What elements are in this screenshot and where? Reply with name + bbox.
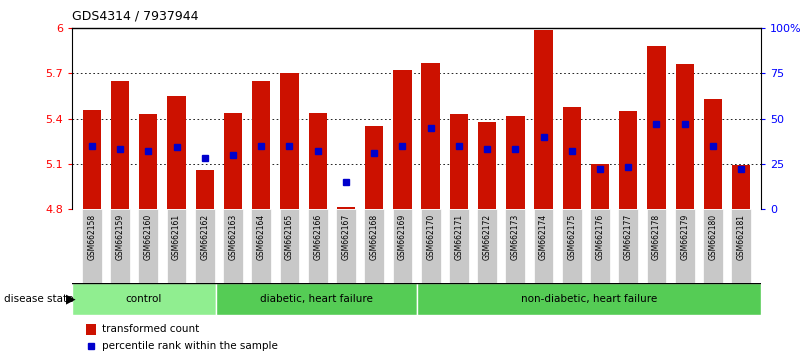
Text: percentile rank within the sample: percentile rank within the sample <box>102 341 278 351</box>
Text: GDS4314 / 7937944: GDS4314 / 7937944 <box>72 9 199 22</box>
Bar <box>139 114 158 209</box>
Text: GSM662181: GSM662181 <box>737 214 746 260</box>
FancyBboxPatch shape <box>562 209 582 283</box>
Bar <box>83 110 101 209</box>
FancyBboxPatch shape <box>533 209 553 283</box>
Text: control: control <box>126 294 162 304</box>
Text: GSM662180: GSM662180 <box>708 214 718 260</box>
Bar <box>223 113 242 209</box>
FancyBboxPatch shape <box>421 209 441 283</box>
Text: GSM662160: GSM662160 <box>144 214 153 260</box>
Text: GSM662158: GSM662158 <box>87 214 96 260</box>
FancyBboxPatch shape <box>195 209 215 283</box>
FancyBboxPatch shape <box>308 209 328 283</box>
FancyBboxPatch shape <box>252 209 271 283</box>
Text: GSM662169: GSM662169 <box>398 214 407 260</box>
Bar <box>478 122 497 209</box>
Bar <box>704 99 723 209</box>
Bar <box>308 113 327 209</box>
Bar <box>732 165 751 209</box>
FancyBboxPatch shape <box>674 209 694 283</box>
Text: GSM662177: GSM662177 <box>624 214 633 260</box>
Text: GSM662166: GSM662166 <box>313 214 322 260</box>
FancyBboxPatch shape <box>703 209 723 283</box>
FancyBboxPatch shape <box>336 209 356 283</box>
FancyBboxPatch shape <box>364 209 384 283</box>
Bar <box>534 30 553 209</box>
FancyBboxPatch shape <box>505 209 525 283</box>
Text: GSM662164: GSM662164 <box>257 214 266 260</box>
Text: GSM662163: GSM662163 <box>228 214 238 260</box>
Text: GSM662178: GSM662178 <box>652 214 661 260</box>
Bar <box>449 114 468 209</box>
Text: GSM662176: GSM662176 <box>595 214 605 260</box>
FancyBboxPatch shape <box>449 209 469 283</box>
Bar <box>365 126 384 209</box>
Bar <box>562 107 581 209</box>
Bar <box>280 73 299 209</box>
Text: diabetic, heart failure: diabetic, heart failure <box>260 294 372 304</box>
Text: GSM662167: GSM662167 <box>341 214 351 260</box>
Bar <box>111 81 129 209</box>
Bar <box>72 283 215 315</box>
Bar <box>167 96 186 209</box>
Text: GSM662173: GSM662173 <box>511 214 520 260</box>
Text: GSM662174: GSM662174 <box>539 214 548 260</box>
Text: transformed count: transformed count <box>102 324 199 334</box>
Bar <box>393 70 412 209</box>
Bar <box>647 46 666 209</box>
Text: GSM662170: GSM662170 <box>426 214 435 260</box>
Text: GSM662175: GSM662175 <box>567 214 576 260</box>
FancyBboxPatch shape <box>139 209 158 283</box>
FancyBboxPatch shape <box>618 209 638 283</box>
FancyBboxPatch shape <box>392 209 413 283</box>
Text: GSM662171: GSM662171 <box>454 214 463 260</box>
Bar <box>195 170 214 209</box>
Bar <box>252 81 271 209</box>
Text: GSM662168: GSM662168 <box>370 214 379 260</box>
Bar <box>619 111 638 209</box>
FancyBboxPatch shape <box>223 209 243 283</box>
Bar <box>591 164 610 209</box>
Bar <box>506 115 525 209</box>
Bar <box>336 207 355 209</box>
Text: non-diabetic, heart failure: non-diabetic, heart failure <box>521 294 657 304</box>
Bar <box>86 324 96 335</box>
Text: disease state: disease state <box>4 294 74 304</box>
FancyBboxPatch shape <box>111 209 130 283</box>
Bar <box>417 283 761 315</box>
Text: GSM662161: GSM662161 <box>172 214 181 260</box>
FancyBboxPatch shape <box>731 209 751 283</box>
Text: GSM662179: GSM662179 <box>680 214 689 260</box>
Text: GSM662172: GSM662172 <box>482 214 492 260</box>
FancyBboxPatch shape <box>167 209 187 283</box>
FancyBboxPatch shape <box>280 209 300 283</box>
Text: GSM662159: GSM662159 <box>115 214 125 260</box>
FancyBboxPatch shape <box>646 209 666 283</box>
FancyBboxPatch shape <box>590 209 610 283</box>
Bar <box>215 283 417 315</box>
Bar <box>421 63 440 209</box>
Text: ▶: ▶ <box>66 293 75 306</box>
Text: GSM662162: GSM662162 <box>200 214 209 260</box>
FancyBboxPatch shape <box>82 209 102 283</box>
Text: GSM662165: GSM662165 <box>285 214 294 260</box>
FancyBboxPatch shape <box>477 209 497 283</box>
Bar <box>675 64 694 209</box>
